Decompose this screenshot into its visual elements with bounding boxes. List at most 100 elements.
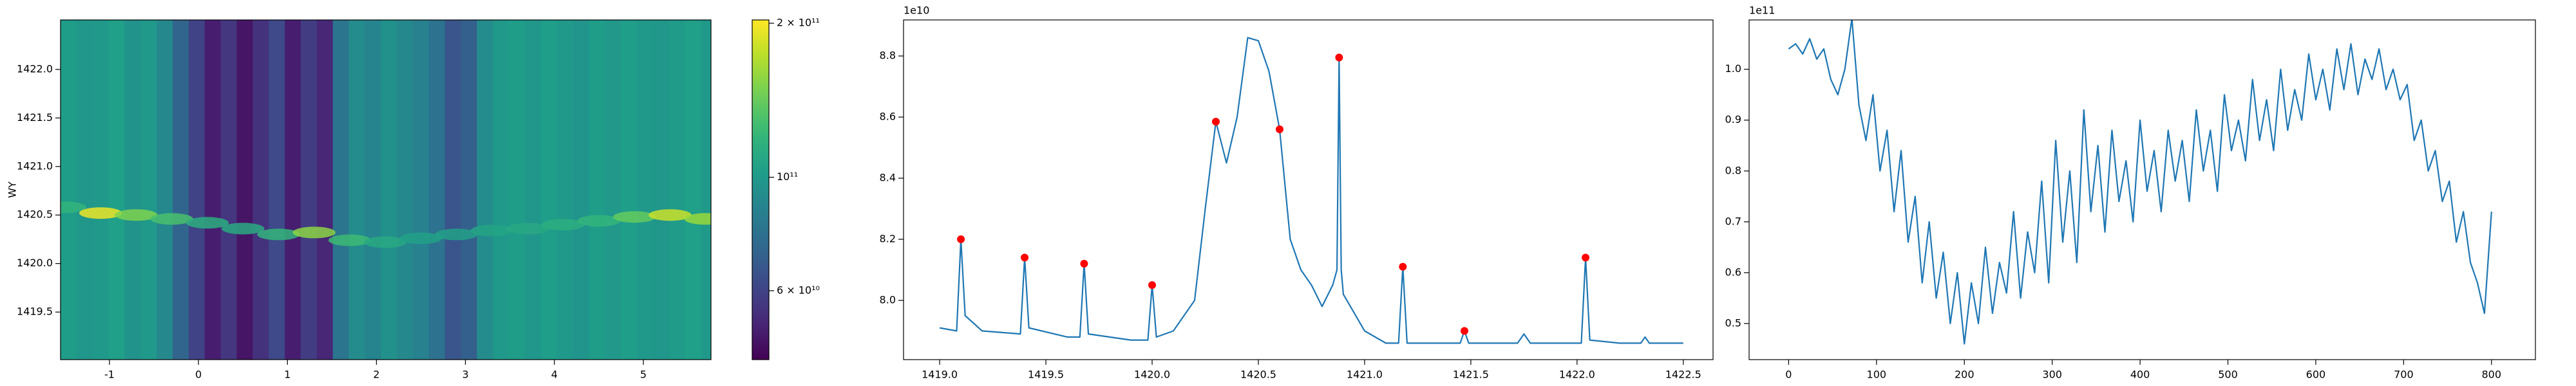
ridge-cell	[649, 209, 692, 221]
heatmap-column	[92, 20, 109, 360]
heatmap-column	[605, 20, 621, 360]
ridge-cell	[470, 225, 514, 237]
x-tick-label: 1421.0	[1347, 369, 1383, 381]
heatmap-column	[397, 20, 413, 360]
x-tick-label: 200	[1955, 369, 1975, 381]
x-tick-label: 300	[2042, 369, 2062, 381]
x-tick-label: 1420.0	[1134, 369, 1170, 381]
ridge-cell	[577, 215, 621, 227]
ridge-cell	[506, 223, 549, 235]
y-tick-label: 0.5	[1725, 317, 1741, 329]
heatmap-column	[701, 20, 711, 360]
x-tick-label: 800	[2482, 369, 2502, 381]
ridge-cell	[328, 234, 372, 246]
x-tick-label: 1421.5	[1453, 369, 1489, 381]
heatmap-column	[493, 20, 509, 360]
colorbar-tick-label: 6 × 10¹⁰	[777, 284, 820, 296]
x-tick-label: 600	[2306, 369, 2326, 381]
heatmap-column	[429, 20, 446, 360]
y-tick-label: 1421.5	[17, 111, 53, 124]
heatmap-column	[685, 20, 702, 360]
heatmap-column	[108, 20, 125, 360]
x-tick-label: 1422.0	[1559, 369, 1595, 381]
y-tick-label: 8.6	[880, 110, 896, 122]
x-tick-label: 1422.5	[1665, 369, 1701, 381]
y-axis-label: WY	[6, 181, 19, 198]
y-tick-label: 0.7	[1725, 215, 1741, 227]
heatmap-column	[269, 20, 285, 360]
x-tick-label: 2	[373, 369, 379, 381]
colorbar	[752, 20, 769, 360]
heatmap-column	[509, 20, 526, 360]
peak-marker	[1211, 118, 1220, 126]
heatmap-column	[285, 20, 301, 360]
heatmap-column	[413, 20, 430, 360]
heatmap-column	[316, 20, 334, 360]
heatmap-column	[220, 20, 238, 360]
ridge-cell	[61, 201, 87, 214]
y-tick-label: 8.0	[880, 293, 896, 306]
peak-marker	[1582, 253, 1590, 262]
heatmap-column	[444, 20, 462, 360]
ridge-cell	[115, 209, 158, 221]
x-tick-label: 0	[1785, 369, 1792, 381]
heatmap-column	[621, 20, 638, 360]
y-tick-label: 1420.0	[17, 257, 53, 269]
x-tick-label: 1	[284, 369, 290, 381]
axes-frame	[60, 19, 712, 360]
x-tick-label: 100	[1867, 369, 1887, 381]
x-tick-label: 1419.5	[1028, 369, 1064, 381]
colorbar-tick-label: 10¹¹	[777, 170, 798, 183]
plot-area	[1788, 20, 2492, 345]
colorbar-tick-label: 2 × 10¹¹	[777, 17, 820, 29]
y-offset-label: 1e11	[1749, 5, 1775, 17]
ridge-cell	[292, 226, 336, 239]
y-tick-label: 0.6	[1725, 266, 1741, 278]
heatmap-column	[301, 20, 317, 360]
plot-area	[61, 20, 711, 360]
heatmap-column	[76, 20, 93, 360]
y-tick-label: 1422.0	[17, 62, 53, 75]
x-tick-label: 700	[2394, 369, 2414, 381]
plot-area	[939, 37, 1683, 344]
y-tick-label: 8.8	[880, 50, 896, 62]
x-tick-label: 3	[462, 369, 469, 381]
x-tick-label: -1	[104, 369, 115, 381]
x-tick-label: 500	[2218, 369, 2238, 381]
peak-marker	[957, 235, 965, 243]
ridge-cell	[364, 236, 407, 248]
y-tick-label: 0.8	[1725, 164, 1741, 176]
y-tick-label: 1419.5	[17, 306, 53, 318]
ridge-cell	[684, 213, 711, 225]
heatmap-column	[140, 20, 157, 360]
x-tick-label: 1420.5	[1240, 369, 1276, 381]
heatmap-column	[204, 20, 222, 360]
heatmap-column	[173, 20, 189, 360]
x-tick-label: 4	[551, 369, 558, 381]
peak-marker	[1080, 259, 1088, 268]
heatmap-column	[365, 20, 381, 360]
heatmap-column	[156, 20, 173, 360]
ridge-cell	[257, 228, 300, 241]
ridge-cell	[185, 217, 229, 229]
ridge-cell	[150, 213, 193, 225]
heatmap-column	[556, 20, 574, 360]
peak-marker	[1021, 253, 1029, 262]
x-tick-label: 5	[640, 369, 647, 381]
ridge-cell	[613, 211, 656, 223]
peak-marker	[1399, 262, 1407, 271]
ridge-cell	[79, 207, 122, 219]
heatmap-column	[541, 20, 558, 360]
x-tick-label: 0	[195, 369, 202, 381]
colorbar-frame	[752, 19, 770, 360]
heatmap-column	[525, 20, 542, 360]
heatmap-column	[124, 20, 141, 360]
peak-marker	[1275, 125, 1283, 133]
line	[1788, 20, 2492, 345]
peak-marker	[1335, 53, 1343, 62]
heatmap-column	[477, 20, 493, 360]
heatmap-column	[381, 20, 397, 360]
heatmap-column	[188, 20, 205, 360]
heatmap-column	[348, 20, 366, 360]
